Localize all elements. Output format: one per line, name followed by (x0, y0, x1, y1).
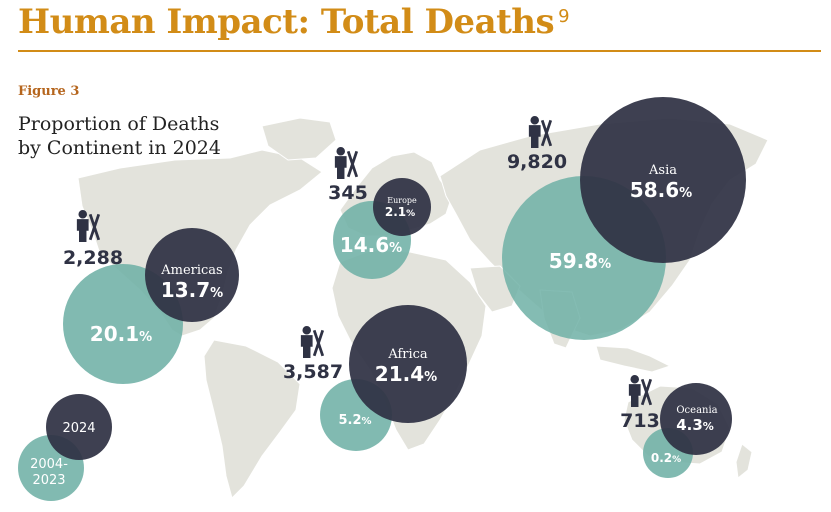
asia-pct-hist-value: 59.8 (549, 249, 598, 273)
americas-pct-hist-value: 20.1 (90, 322, 139, 346)
land-se-asia-islands (595, 345, 672, 373)
land-new-zealand (735, 443, 753, 479)
legend-2024-label: 2024 (62, 421, 95, 436)
americas-deaths-count: 2,288 (63, 247, 123, 269)
europe-pct-hist-value: 14.6 (340, 233, 389, 257)
americas-pct-2024-value: 13.7 (161, 278, 210, 302)
africa-pct-2024-label: 21.4% (375, 362, 437, 386)
asia-pct-2024-label: 58.6% (630, 178, 692, 202)
land-south-america (203, 339, 301, 499)
oceania-deaths-count: 713 (620, 410, 660, 432)
chart-subtitle: Proportion of Deaths by Continent in 202… (18, 112, 258, 160)
legend-hist-label-2: 2023 (32, 473, 65, 488)
title-divider (18, 50, 821, 52)
subtitle-line-2: by Continent in 2024 (18, 137, 221, 159)
africa-pct-hist-value: 5.2 (338, 413, 361, 428)
oceania-name-label: Oceania (676, 405, 717, 416)
africa-name-label: Africa (387, 347, 428, 362)
bubble-europe-2024 (373, 178, 431, 236)
africa-pct-2024-value: 21.4 (375, 362, 424, 386)
oceania-pct-2024-value: 4.3 (676, 416, 703, 434)
legend-hist-label-1: 2004- (30, 457, 68, 472)
bubble-americas-2024 (145, 228, 239, 322)
land-greenland (261, 117, 337, 161)
bubble-oceania-2024 (660, 383, 732, 455)
asia-pct-hist-label: 59.8% (549, 249, 611, 273)
bubble-asia-2024 (580, 97, 746, 263)
footnote-ref: 9 (558, 6, 570, 27)
asia-deaths-count: 9,820 (507, 151, 567, 173)
bubble-labels: Americas 13.7% 20.1% Europe 2.1% 14.6% A… (30, 163, 718, 488)
death-counts: 2,288 345 9,820 3,587 713 (63, 116, 660, 432)
africa-person-icon (299, 326, 324, 358)
oceania-pct-2024-label: 4.3% (676, 416, 714, 434)
page-title: Human Impact: Total Deaths 9 (18, 2, 570, 42)
legend-bubble-2024 (46, 394, 112, 460)
figure-label: Figure 3 (18, 84, 80, 99)
americas-pct-2024-label: 13.7% (161, 278, 223, 302)
africa-deaths-count: 3,587 (283, 361, 343, 383)
bubbles (18, 97, 746, 501)
europe-pct-2024-value: 2.1 (385, 205, 406, 219)
europe-deaths-count: 345 (328, 182, 368, 204)
subtitle-line-1: Proportion of Deaths (18, 113, 220, 135)
americas-pct-hist-label: 20.1% (90, 322, 152, 346)
americas-name-label: Americas (160, 263, 222, 278)
africa-pct-hist-label: 5.2% (338, 413, 371, 428)
europe-person-icon (333, 147, 358, 179)
oceania-pct-hist-value: 0.2 (651, 451, 672, 465)
asia-name-label: Asia (648, 163, 677, 178)
europe-pct-hist-label: 14.6% (340, 233, 402, 257)
bubble-africa-2024 (349, 305, 467, 423)
asia-pct-2024-value: 58.6 (630, 178, 679, 202)
oceania-pct-hist-label: 0.2% (651, 451, 681, 465)
europe-pct-2024-label: 2.1% (385, 205, 415, 219)
europe-name-label: Europe (387, 196, 417, 205)
title-text: Human Impact: Total Deaths (18, 2, 555, 42)
